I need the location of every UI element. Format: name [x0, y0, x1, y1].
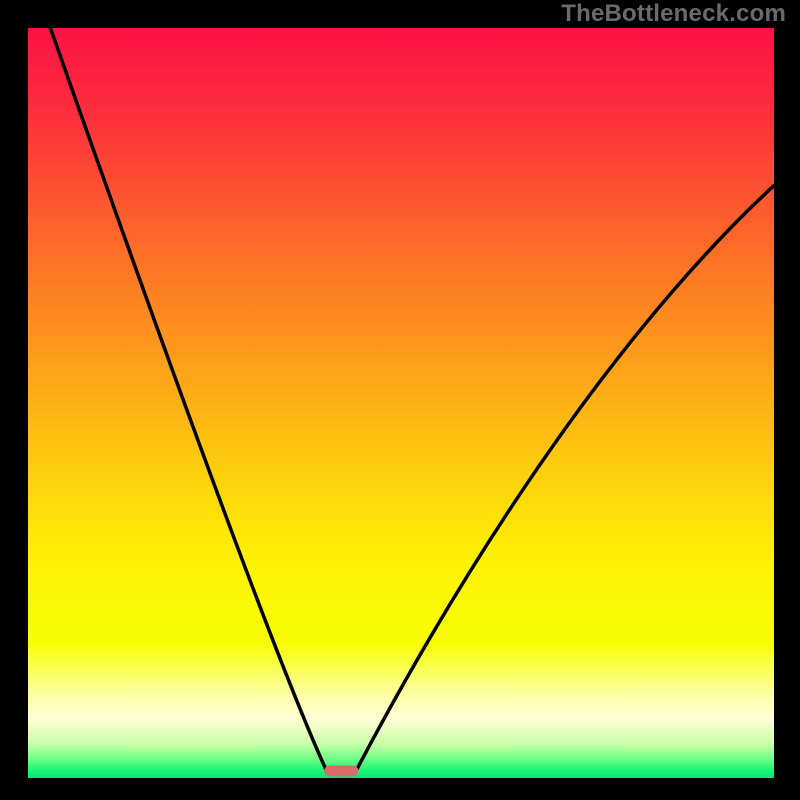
chart-stage: TheBottleneck.com	[0, 0, 800, 800]
plot-background	[28, 28, 774, 778]
watermark-text: TheBottleneck.com	[561, 0, 786, 28]
plot-frame	[28, 28, 774, 778]
plot-svg	[28, 28, 774, 778]
vertex-marker	[324, 765, 358, 776]
